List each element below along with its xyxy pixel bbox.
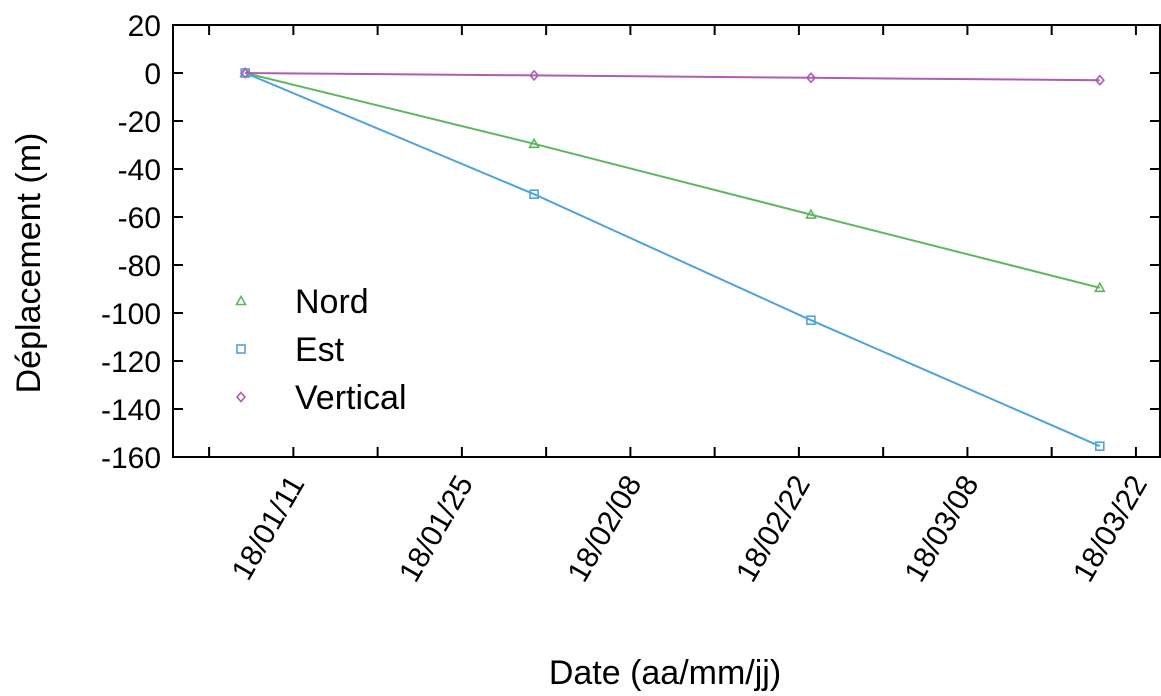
y-tick-label: -160 bbox=[101, 442, 161, 475]
y-tick-label: -80 bbox=[118, 250, 161, 283]
series-line-est bbox=[244, 72, 1101, 448]
legend-label-est: Est bbox=[295, 331, 345, 369]
data-point-vertical bbox=[529, 69, 540, 82]
axes bbox=[172, 24, 1161, 458]
y-tick-label: -100 bbox=[101, 298, 161, 331]
data-point-est bbox=[1095, 441, 1105, 452]
y-tick-label: -120 bbox=[101, 346, 161, 379]
data-point-vertical bbox=[240, 67, 251, 79]
legend-marker-est bbox=[236, 344, 246, 354]
y-axis-ticks: 20 0 -20 -40 -60 -80 -100 -120 -140 -160 bbox=[101, 10, 1160, 475]
y-axis-label: Déplacement (m) bbox=[10, 133, 48, 394]
data-point-nord bbox=[805, 208, 817, 219]
x-tick-label: 18/02/22 bbox=[730, 470, 817, 588]
y-tick-label: 20 bbox=[128, 10, 161, 43]
data-point-nord bbox=[1093, 281, 1106, 293]
legend-label-vertical: Vertical bbox=[295, 379, 407, 417]
legend-marker-nord bbox=[235, 294, 247, 306]
data-point-vertical bbox=[805, 72, 817, 84]
x-tick-label: 18/03/22 bbox=[1067, 470, 1154, 588]
data-point-nord bbox=[528, 137, 540, 149]
y-tick-label: -40 bbox=[118, 154, 161, 187]
series-line-vertical bbox=[245, 72, 1100, 82]
y-tick-label: -140 bbox=[101, 394, 161, 427]
data-point-est bbox=[806, 315, 816, 326]
x-tick-label: 18/01/25 bbox=[393, 470, 480, 588]
x-axis-label: Date (aa/mm/jj) bbox=[549, 654, 781, 692]
plot-frame bbox=[172, 24, 1161, 458]
data-point-vertical bbox=[1094, 74, 1105, 86]
x-tick-label: 18/02/08 bbox=[561, 470, 648, 588]
series-line-nord bbox=[244, 72, 1101, 289]
x-tick-label: 18/01/11 bbox=[226, 470, 312, 586]
y-tick-label: 0 bbox=[144, 58, 161, 91]
data-point-est bbox=[529, 189, 539, 199]
series-group bbox=[239, 66, 1106, 452]
y-tick-label: -20 bbox=[118, 106, 161, 139]
legend-marker-vertical bbox=[235, 391, 247, 403]
x-tick-label: 18/03/08 bbox=[899, 470, 986, 588]
legend: Nord Est Vertical bbox=[235, 283, 407, 417]
legend-label-nord: Nord bbox=[295, 283, 369, 321]
y-tick-label: -60 bbox=[118, 202, 161, 235]
